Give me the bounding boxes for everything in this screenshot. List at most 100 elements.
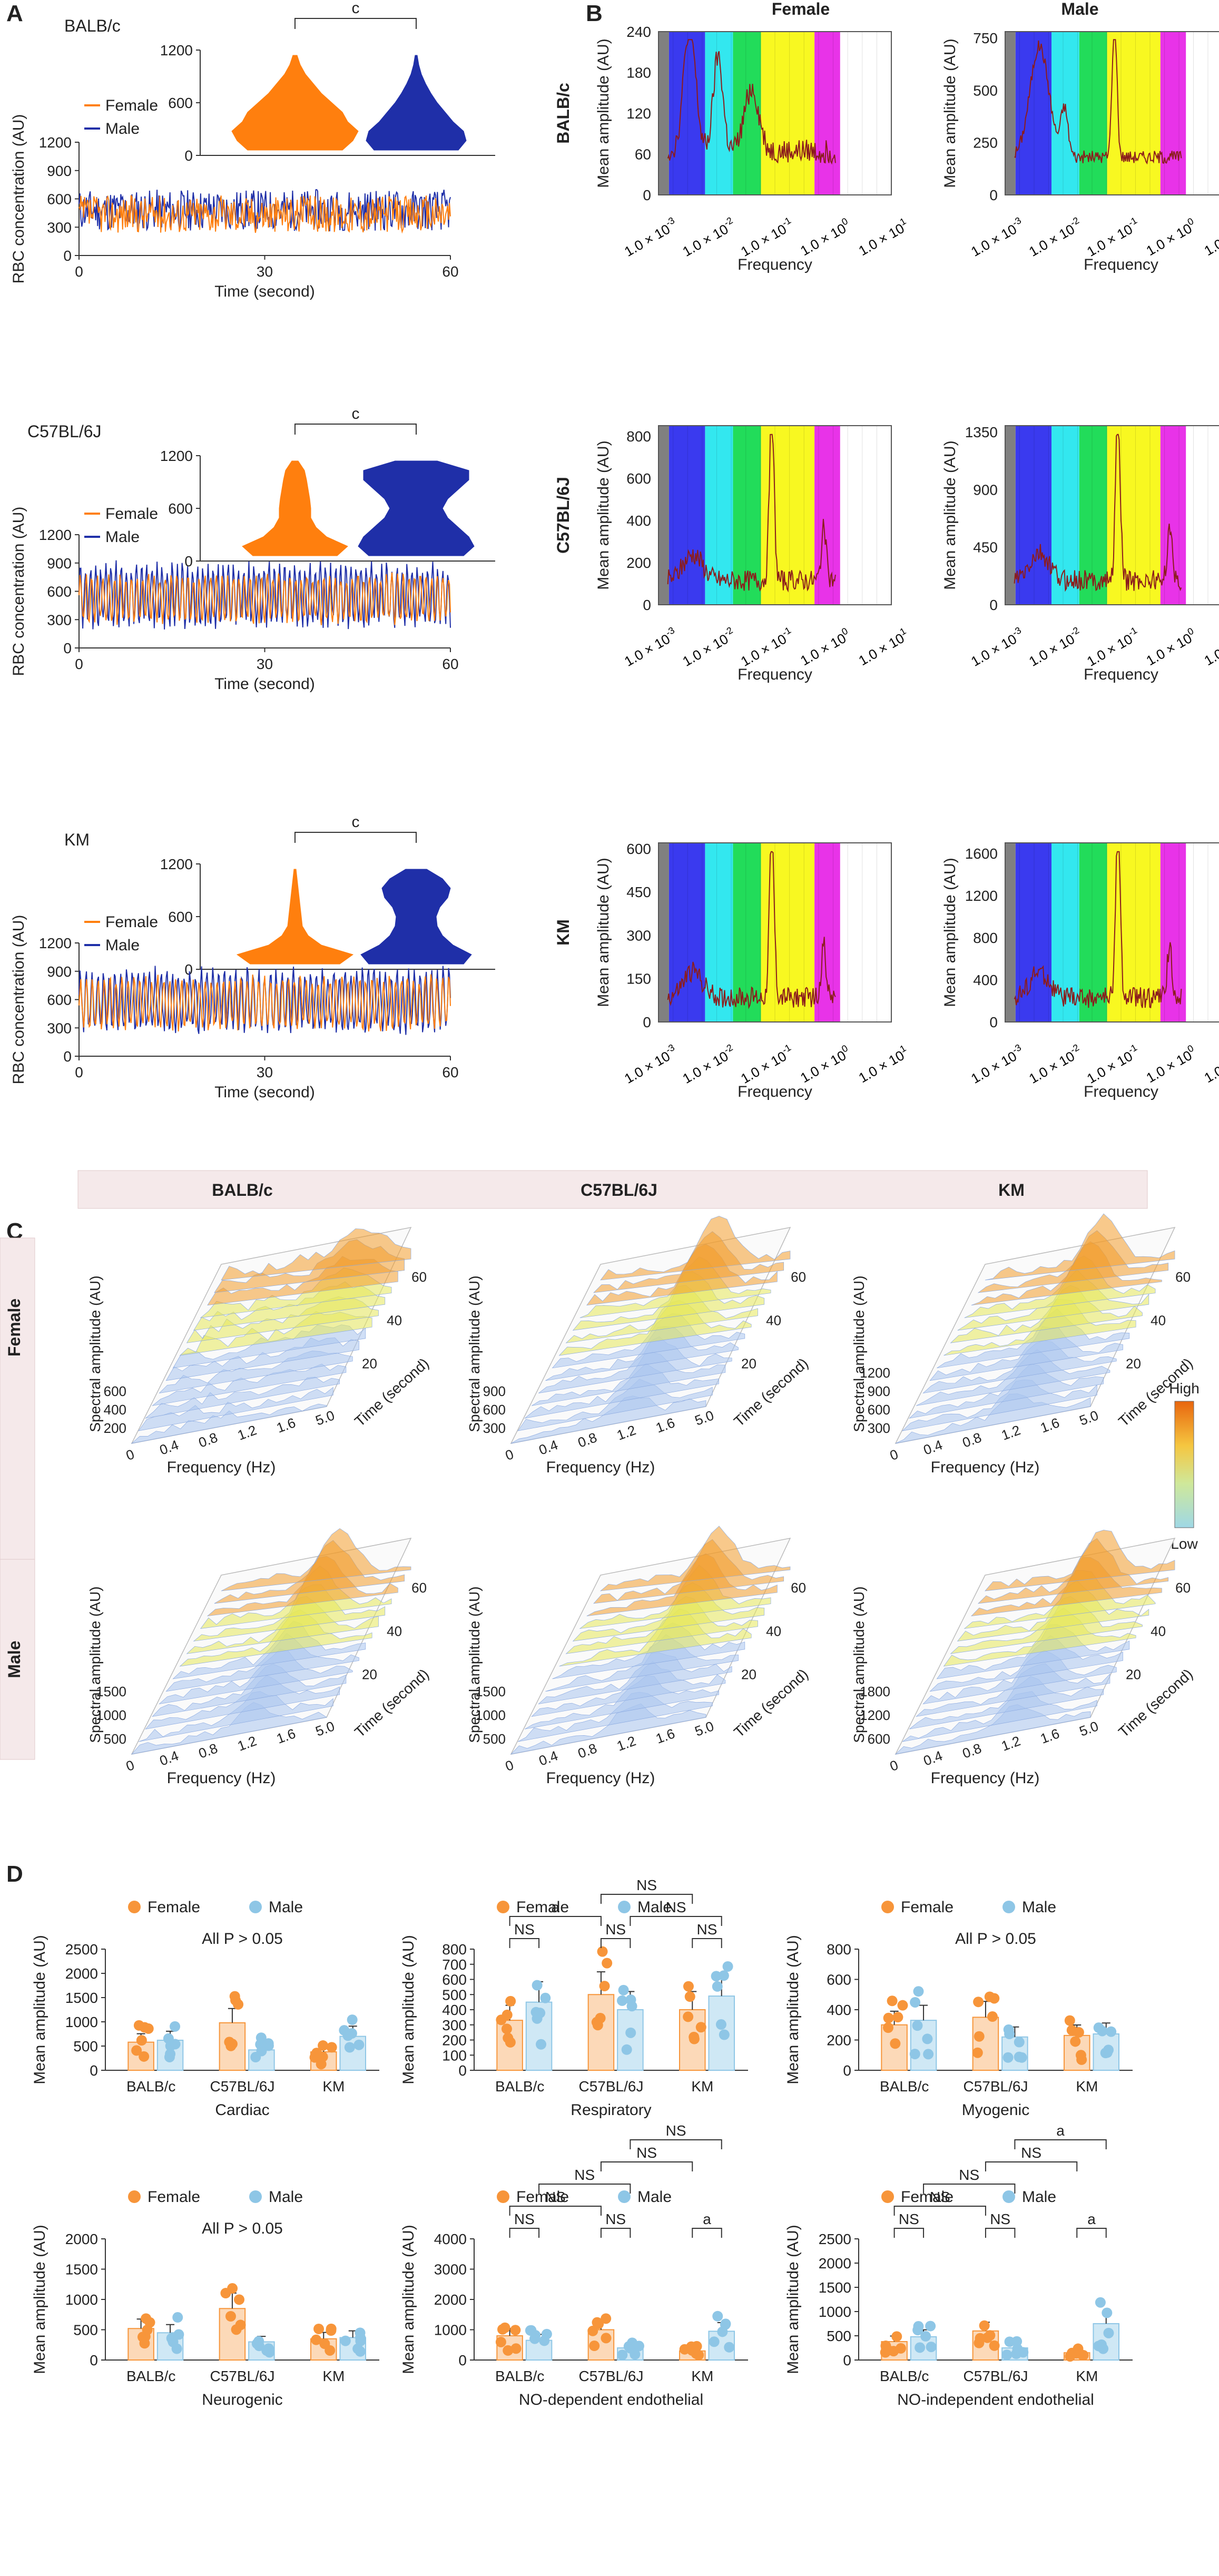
female-series — [78, 974, 451, 1032]
significance-label: NS — [697, 1921, 717, 1938]
male-data-point — [253, 2341, 264, 2352]
significance-label: a — [703, 2211, 711, 2227]
time-tick: 60 — [1175, 1580, 1191, 1596]
ytick: 750 — [973, 30, 998, 46]
significance-bracket — [1076, 2228, 1107, 2238]
y-axis-title: Mean amplitude (AU) — [31, 2225, 48, 2374]
female-data-point — [225, 2310, 236, 2322]
frequency-band — [1107, 32, 1161, 195]
xtick: 1.0 × 10-3 — [967, 1042, 1027, 1087]
male-data-point — [539, 2335, 550, 2346]
female-legend-marker — [881, 2190, 894, 2203]
ytick: 200 — [442, 2032, 467, 2049]
ytick: 4000 — [434, 2231, 467, 2247]
xtick: 1.0 × 101 — [1201, 1043, 1219, 1086]
panelB-spectrum-3: 0 450 900 1350 Mean amplitude (AU) 1.0 × 10-3… — [941, 424, 1219, 683]
ytick: 1350 — [965, 424, 998, 440]
male-legend-label: Male — [105, 528, 140, 546]
legend-low: Low — [1171, 1536, 1198, 1552]
significance-bracket — [985, 2228, 1016, 2238]
freq-tick: 0 — [888, 1757, 900, 1774]
female-data-point — [683, 2011, 694, 2022]
female-data-point — [311, 2334, 322, 2345]
freq-tick: 0.4 — [537, 1437, 560, 1458]
significance-bracket — [294, 18, 417, 29]
chart-subtitle: Cardiac — [215, 2101, 269, 2119]
female-data-point — [499, 2322, 510, 2333]
male-data-point — [170, 2021, 181, 2032]
significance-label: a — [551, 1899, 559, 1915]
male-data-point — [923, 2049, 934, 2060]
ztick: 1000 — [96, 1707, 126, 1723]
female-data-point — [510, 2343, 522, 2354]
x-axis-title: Frequency — [1084, 666, 1158, 683]
time-tick: 40 — [766, 1623, 781, 1639]
ytick: 900 — [47, 963, 72, 980]
time-tick: 40 — [387, 1312, 402, 1328]
female-data-point — [326, 2042, 337, 2053]
female-data-point — [601, 2313, 612, 2324]
ytick: 1000 — [65, 2014, 98, 2030]
male-data-point — [623, 2341, 634, 2352]
y-axis-title: Mean amplitude (AU) — [400, 1935, 417, 2084]
ytick: 300 — [47, 1020, 72, 1036]
panelD-bar-chart-5: Female Male 0 500 1000 1500 2000 2500 Mean ampli… — [784, 2122, 1133, 2408]
female-violin — [231, 55, 359, 151]
male-data-point — [355, 2327, 366, 2338]
ztick: 1800 — [860, 1684, 890, 1699]
male-data-point — [1014, 2051, 1025, 2062]
panelB-spectrum-4: KM 0 150 300 450 600 Mean amplitude (AU) 1.0 × … — [554, 841, 908, 1100]
significance-bracket — [630, 1916, 722, 1926]
significance-label: NS — [1021, 2145, 1041, 2161]
ytick: 1200 — [965, 888, 998, 904]
freq-tick: 1.2 — [615, 1422, 638, 1443]
male-data-point — [718, 1970, 729, 1981]
female-bar — [972, 2017, 999, 2071]
ytick: 400 — [626, 513, 651, 529]
xtick: 1.0 × 101 — [855, 626, 912, 669]
x-axis-title: Frequency (Hz) — [546, 1769, 655, 1787]
legend-high: High — [1169, 1380, 1200, 1397]
strain-label: KM — [64, 830, 90, 849]
male-legend-label: Male — [105, 937, 140, 954]
female-data-point — [225, 2040, 237, 2051]
plot-frame — [1005, 842, 1219, 1022]
ytick: 300 — [47, 219, 72, 235]
male-data-point — [540, 1992, 551, 2003]
male-data-point — [1095, 2297, 1106, 2308]
frequency-band — [1051, 843, 1079, 1022]
female-data-point — [326, 2325, 337, 2336]
freq-tick: 0.4 — [158, 1747, 181, 1769]
female-data-point — [691, 2341, 702, 2352]
male-data-point — [630, 2349, 641, 2360]
male-data-point — [353, 2039, 365, 2050]
stat-annotation: All P > 0.05 — [955, 1930, 1036, 1948]
significance-bracket — [509, 1938, 540, 1948]
ytick: 400 — [973, 972, 998, 988]
frequency-band — [1015, 843, 1051, 1022]
male-data-point — [1003, 2024, 1014, 2035]
surface-strip — [151, 1363, 347, 1407]
female-data-point — [695, 2022, 706, 2033]
female-data-point — [131, 2045, 142, 2056]
xtick: 1.0 × 10-2 — [1025, 1042, 1085, 1087]
female-data-point — [142, 2324, 153, 2335]
y-axis-title: RBC concentration (AU) — [10, 507, 27, 676]
ytick: 2500 — [819, 2231, 851, 2247]
ytick: 2000 — [819, 2255, 851, 2272]
female-data-point — [601, 2333, 612, 2344]
female-data-point — [883, 2022, 894, 2033]
spectrum-curve — [1014, 434, 1182, 592]
significance-bracket — [923, 2184, 1016, 2194]
surface-strip — [599, 1526, 791, 1591]
ytick: 450 — [973, 539, 998, 556]
frequency-band — [1160, 32, 1186, 195]
male-legend-marker — [1002, 1901, 1015, 1913]
female-legend-label: Female — [105, 505, 158, 523]
surface-strip — [214, 1540, 405, 1604]
xtick: 1.0 × 10-3 — [621, 215, 680, 260]
frequency-band — [733, 32, 761, 195]
male-data-point — [340, 2335, 351, 2346]
ytick: 3000 — [434, 2262, 467, 2278]
male-data-point — [164, 2051, 175, 2062]
